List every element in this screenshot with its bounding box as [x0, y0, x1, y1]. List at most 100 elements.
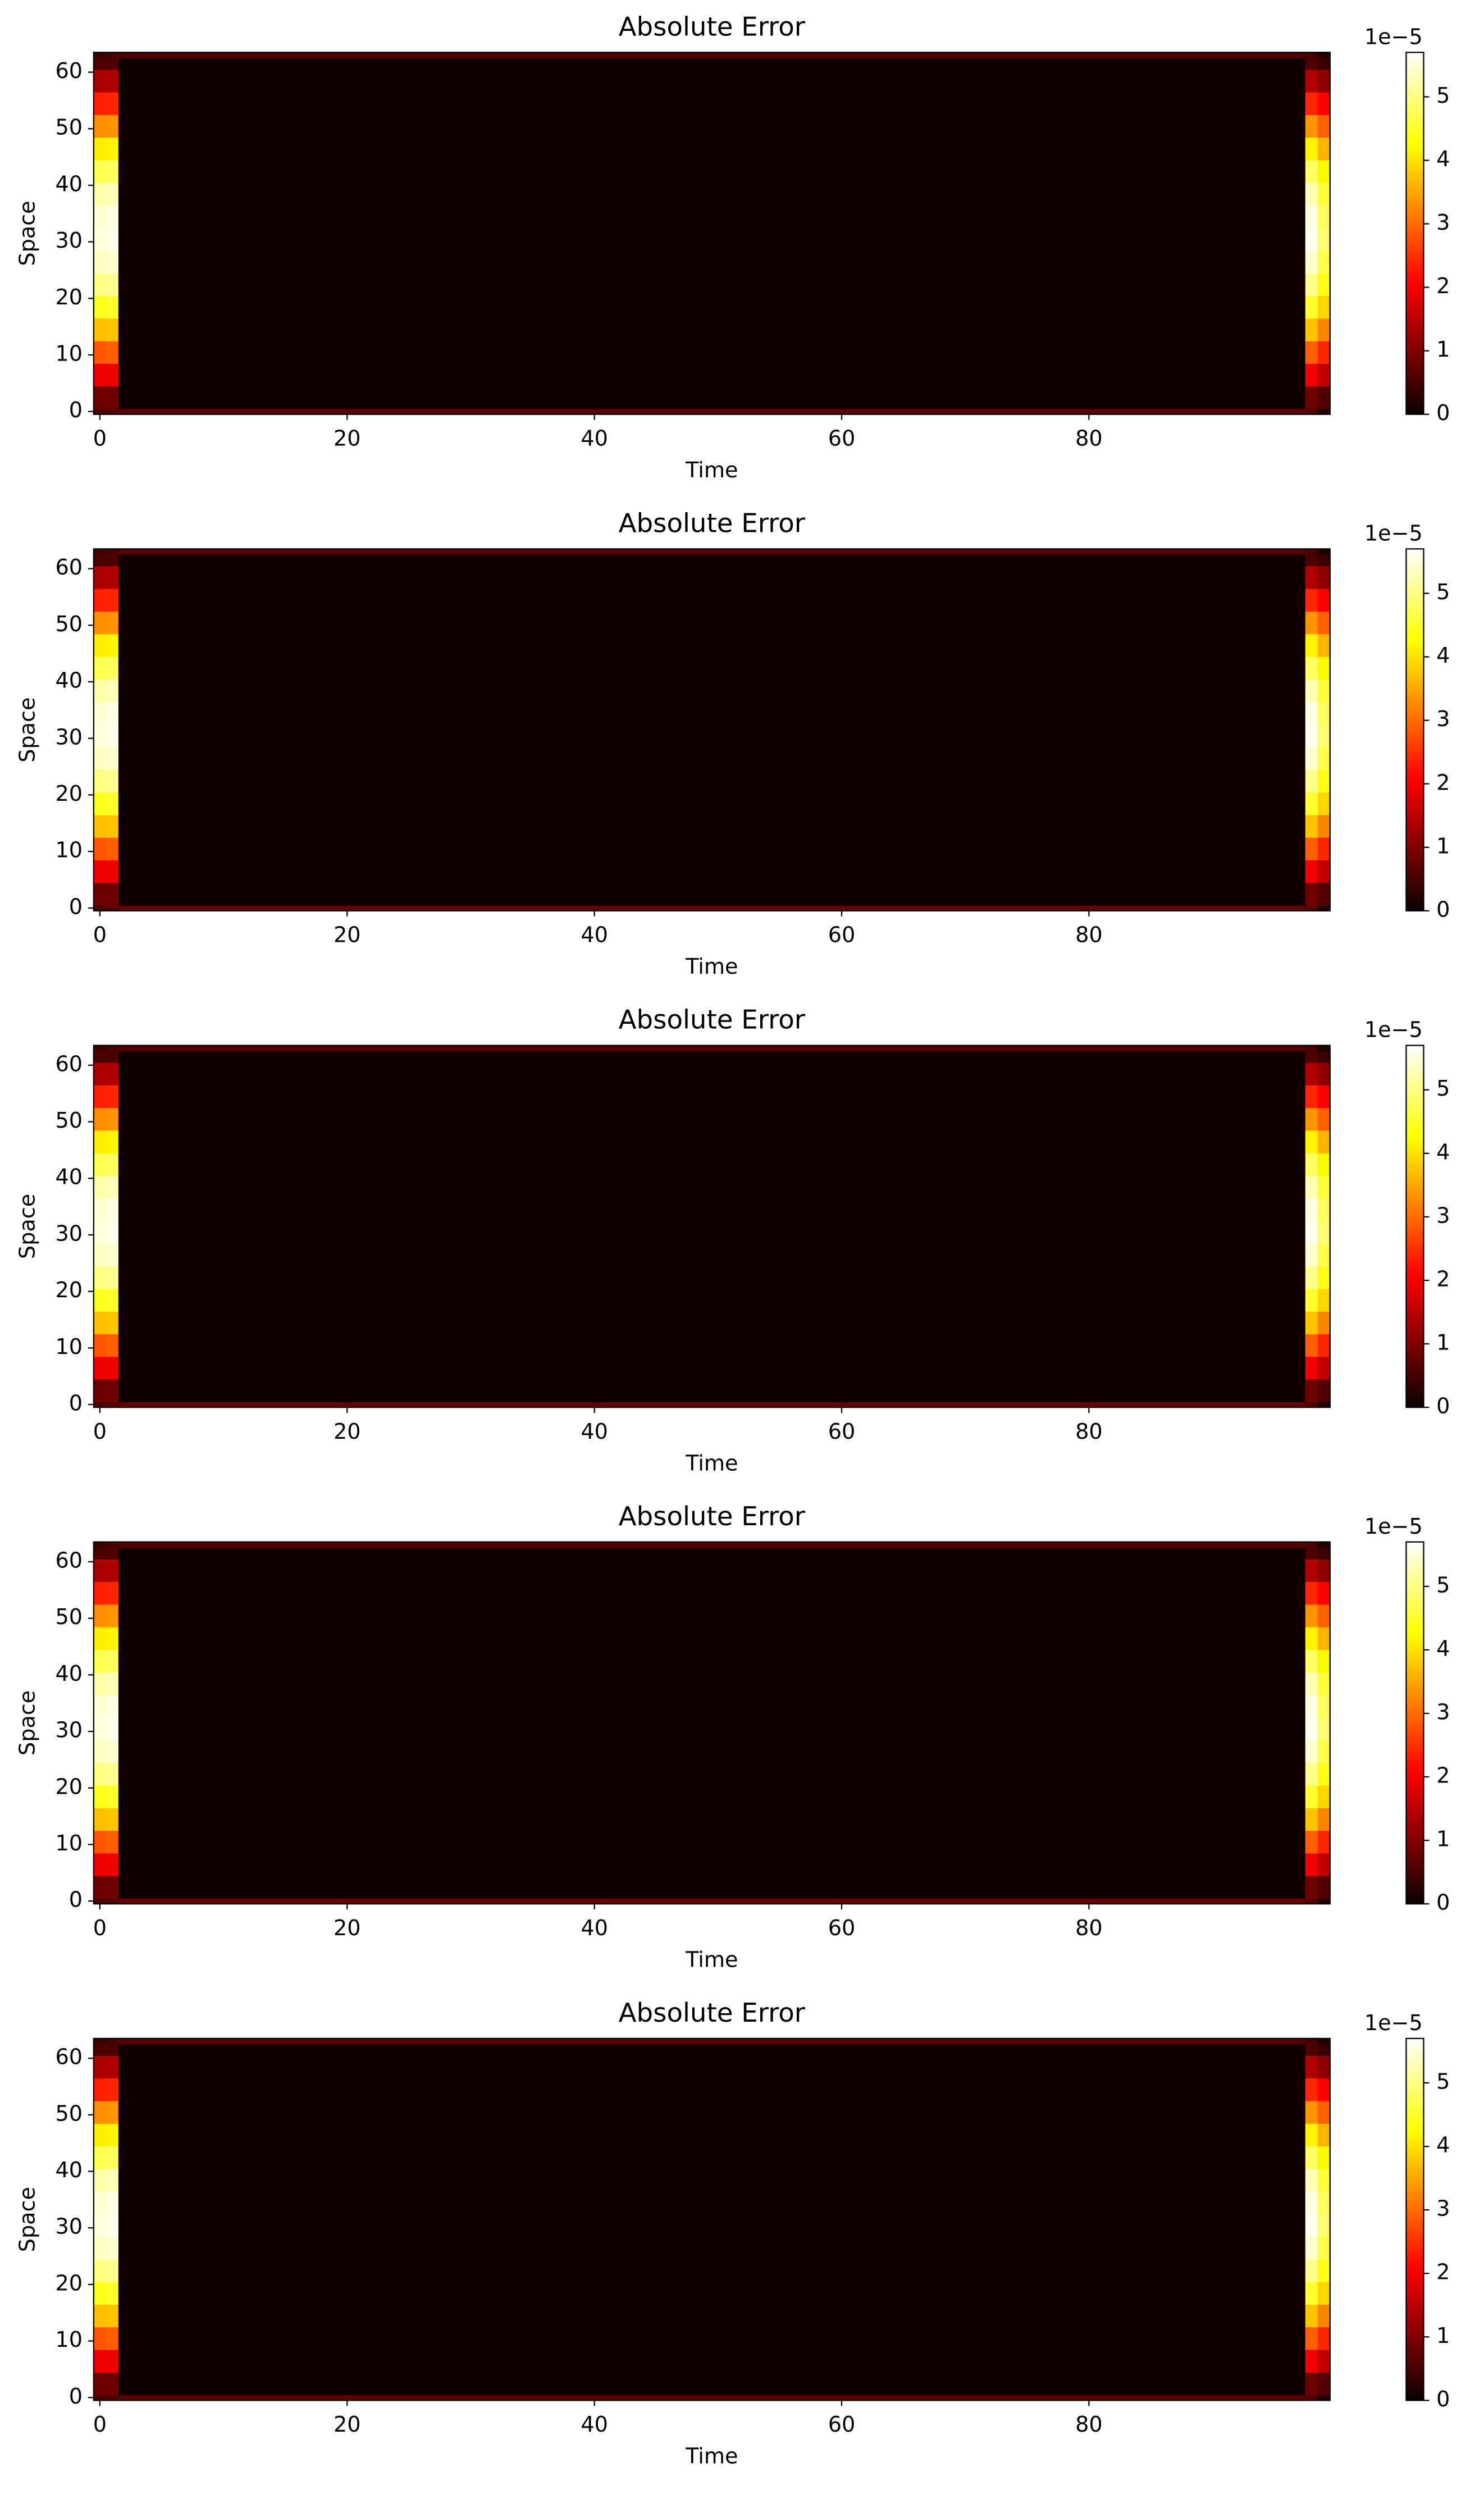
heatmap-cell [106, 724, 119, 747]
heatmap-cell [106, 1243, 119, 1267]
heatmap-cell [1317, 792, 1331, 815]
heatmap-cell [93, 1604, 107, 1627]
heatmap-cell [106, 837, 119, 861]
colorbar-tick-label: 4 [1436, 147, 1450, 171]
heatmap-cell [1305, 205, 1318, 229]
heatmap-cell [1317, 92, 1331, 115]
y-tick-label: 0 [69, 1391, 83, 1416]
heatmap-cell [1305, 746, 1318, 770]
heatmap-cell [118, 1152, 1306, 1177]
x-tick-label: 60 [828, 923, 856, 947]
heatmap-cell [106, 2100, 119, 2124]
heatmap-cell [93, 860, 107, 883]
heatmap-cell [1305, 92, 1318, 115]
heatmap-cell [93, 272, 107, 297]
x-tick-label: 20 [334, 923, 361, 947]
colorbar-offset: 1e−5 [1364, 1514, 1423, 1539]
heatmap-cell [93, 611, 107, 635]
heatmap-cell [106, 882, 119, 906]
heatmap-cell [1317, 250, 1331, 273]
y-tick-label: 10 [56, 1831, 83, 1855]
heatmap-cell [1317, 2038, 1331, 2045]
heatmap-cell [1305, 1626, 1318, 1650]
heatmap-cell [1305, 566, 1318, 589]
heatmap-cell [106, 250, 119, 273]
heatmap-cell [93, 1198, 107, 1221]
heatmap-cell [93, 837, 107, 861]
heatmap-cell [93, 2372, 107, 2396]
y-tick-label: 50 [56, 1604, 83, 1629]
heatmap-cell [1305, 905, 1318, 911]
heatmap-cell [1317, 2304, 1331, 2328]
heatmap-cell [1317, 1356, 1331, 1380]
heatmap-cell [106, 2038, 119, 2045]
colorbar [1405, 1541, 1424, 1905]
heatmap-cell [118, 1762, 1306, 1786]
heatmap-cell [106, 814, 119, 838]
heatmap-cell [118, 182, 1306, 206]
heatmap-cell [1317, 746, 1331, 770]
heatmap-cell [106, 1266, 119, 1289]
heatmap-cell [1317, 1220, 1331, 1244]
heatmap-cell [106, 2044, 119, 2056]
y-tick-label: 0 [69, 894, 83, 919]
x-tick-label: 60 [828, 1916, 856, 1940]
colorbar-tick-label: 0 [1436, 1394, 1450, 1419]
heatmap-cell [1305, 2168, 1318, 2192]
heatmap-cell [1305, 1694, 1318, 1718]
heatmap-cell [93, 205, 107, 229]
heatmap-cell [106, 58, 119, 70]
heatmap-cell [118, 554, 1306, 567]
heatmap-cell [106, 656, 119, 680]
heatmap-cell [93, 1152, 107, 1177]
colorbar-tick-label: 0 [1436, 1890, 1450, 1915]
heatmap-cell [118, 611, 1306, 635]
heatmap-cell [1305, 2304, 1318, 2328]
heatmap-cell [1317, 1130, 1331, 1153]
heatmap-cell [93, 1220, 107, 1244]
heatmap-cell [1317, 566, 1331, 589]
heatmap-cell [118, 2100, 1306, 2124]
colorbar-tick-label: 3 [1436, 1203, 1450, 1228]
heatmap-cell [93, 1379, 107, 1402]
heatmap-cell [1317, 679, 1331, 703]
heatmap-cell [1305, 792, 1318, 815]
heatmap-cell [93, 1243, 107, 1267]
y-tick-label: 60 [56, 2045, 83, 2069]
heatmap-cell [106, 1694, 119, 1718]
heatmap-cell [1305, 882, 1318, 906]
heatmap-cell [118, 115, 1306, 138]
heatmap-cell [1317, 2044, 1331, 2056]
heatmap-cell [93, 92, 107, 115]
heatmap-cell [93, 566, 107, 589]
heatmap-cell [106, 1379, 119, 1402]
x-tick-label: 40 [581, 426, 608, 450]
heatmap-cell [93, 1266, 107, 1289]
heatmap-cell [1305, 295, 1318, 319]
heatmap-cell [118, 137, 1306, 161]
chart-title: Absolute Error [619, 1005, 806, 1035]
heatmap-cell [1305, 2038, 1318, 2045]
heatmap-cell [118, 1051, 1306, 1063]
y-axis-label: Space [15, 1194, 39, 1259]
x-tick-label: 40 [581, 1419, 608, 1444]
heatmap-cell [1305, 1542, 1318, 1548]
x-tick-label: 80 [1075, 1916, 1103, 1940]
heatmap-cell [93, 1830, 107, 1854]
heatmap-cell [106, 1311, 119, 1334]
heatmap-cell [106, 1542, 119, 1548]
heatmap-cell [1317, 814, 1331, 838]
heatmap-cell [1317, 1558, 1331, 1583]
heatmap-cell [93, 1288, 107, 1312]
heatmap-cell [118, 860, 1306, 883]
heatmap-cell [1305, 2078, 1318, 2101]
heatmap-cell [118, 1547, 1306, 1559]
heatmap-cell [118, 1853, 1306, 1876]
heatmap-cell [1317, 2055, 1331, 2079]
heatmap-cell [1317, 386, 1331, 409]
heatmap-cell [93, 769, 107, 793]
y-tick-label: 0 [69, 2384, 83, 2409]
heatmap-cell [1317, 633, 1331, 657]
heatmap-cell [1305, 633, 1318, 657]
heatmap-cell [1317, 2168, 1331, 2192]
